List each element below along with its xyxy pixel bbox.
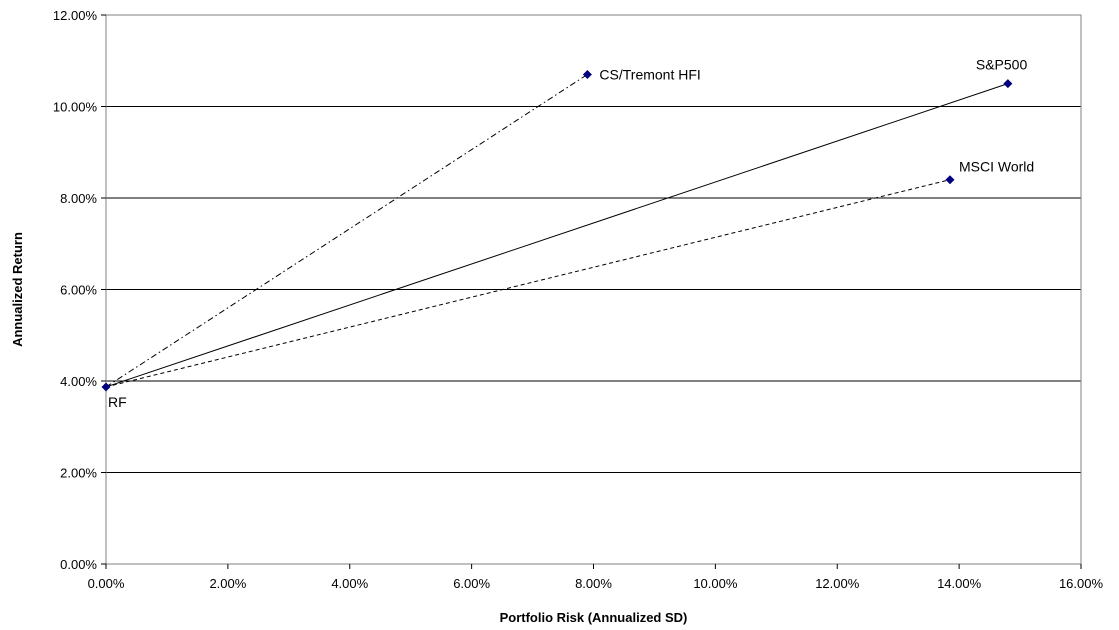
data-point-marker — [1003, 79, 1013, 89]
data-point-label: RF — [108, 394, 127, 410]
x-tick-label: 6.00% — [453, 576, 490, 591]
y-tick-label: 12.00% — [53, 8, 98, 23]
data-point-marker — [582, 69, 592, 79]
x-tick-label: 10.00% — [693, 576, 738, 591]
x-tick-label: 12.00% — [815, 576, 860, 591]
y-tick-label: 0.00% — [60, 557, 97, 572]
x-tick-label: 8.00% — [575, 576, 612, 591]
x-tick-label: 14.00% — [937, 576, 982, 591]
y-tick-label: 4.00% — [60, 374, 97, 389]
data-point-marker — [945, 175, 955, 185]
x-axis-ticks: 0.00% 2.00% 4.00% 6.00% 8.00% 10.00% 12.00% 14.… — [88, 564, 1104, 591]
data-point-label: CS/Tremont HFI — [599, 66, 700, 82]
y-tick-label: 10.00% — [53, 100, 98, 115]
connector-line — [105, 74, 588, 388]
x-tick-label: 16.00% — [1059, 576, 1104, 591]
data-point-label: MSCI World — [959, 159, 1034, 175]
x-tick-label: 4.00% — [331, 576, 368, 591]
connector-line — [105, 83, 1009, 388]
data-point-marker — [101, 382, 111, 392]
x-tick-label: 2.00% — [209, 576, 246, 591]
data-points: RF CS/Tremont HFI S&P500 MSCI World — [101, 57, 1034, 410]
data-point-label: S&P500 — [976, 57, 1028, 73]
x-axis-title: Portfolio Risk (Annualized SD) — [500, 610, 688, 625]
y-tick-label: 2.00% — [60, 466, 97, 481]
y-tick-label: 6.00% — [60, 283, 97, 298]
y-axis-ticks: 0.00% 2.00% 4.00% 6.00% 8.00% 10.00% 12.00% — [53, 8, 106, 572]
connector-line — [105, 179, 951, 388]
connector-lines — [105, 74, 1009, 388]
y-tick-label: 8.00% — [60, 191, 97, 206]
x-tick-label: 0.00% — [88, 576, 125, 591]
y-axis-title: Annualized Return — [10, 232, 25, 347]
gridlines — [106, 106, 1081, 473]
